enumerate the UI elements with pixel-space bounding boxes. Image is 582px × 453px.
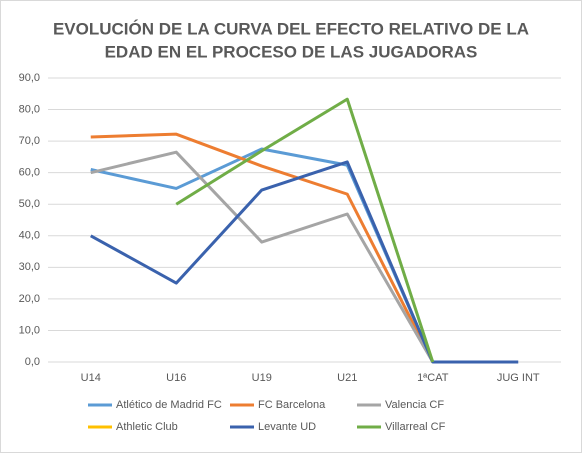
x-tick-label: 1ªCAT [417,372,449,384]
legend-label: Valencia CF [385,399,444,411]
series-line [90,150,435,363]
y-tick-label: 20,0 [19,293,40,305]
y-tick-label: 60,0 [19,167,40,179]
x-tick-label: U19 [252,372,272,384]
series-line [90,160,519,364]
legend-label: Levante UD [258,421,316,433]
y-tick-label: 40,0 [19,230,40,242]
x-tick-label: JUG INT [497,372,540,384]
chart-title: EVOLUCIÓN DE LA CURVA DEL EFECTO RELATIV… [53,19,529,38]
series-line [175,97,435,363]
legend-label: Villarreal CF [385,421,446,433]
chart-title: EDAD EN EL PROCESO DE LAS JUGADORAS [105,42,478,61]
y-tick-label: 30,0 [19,261,40,273]
legend-label: Atlético de Madrid FC [116,399,222,411]
x-tick-label: U21 [337,372,357,384]
x-tick-label: U14 [81,372,101,384]
legend-label: FC Barcelona [258,399,326,411]
y-tick-label: 80,0 [19,103,40,115]
y-tick-label: 70,0 [19,135,40,147]
y-tick-label: 0,0 [25,356,40,368]
y-tick-label: 90,0 [19,72,40,84]
legend-label: Athletic Club [116,421,178,433]
x-tick-label: U16 [166,372,186,384]
series-line [90,132,435,363]
y-tick-label: 10,0 [19,324,40,336]
y-tick-label: 50,0 [19,198,40,210]
